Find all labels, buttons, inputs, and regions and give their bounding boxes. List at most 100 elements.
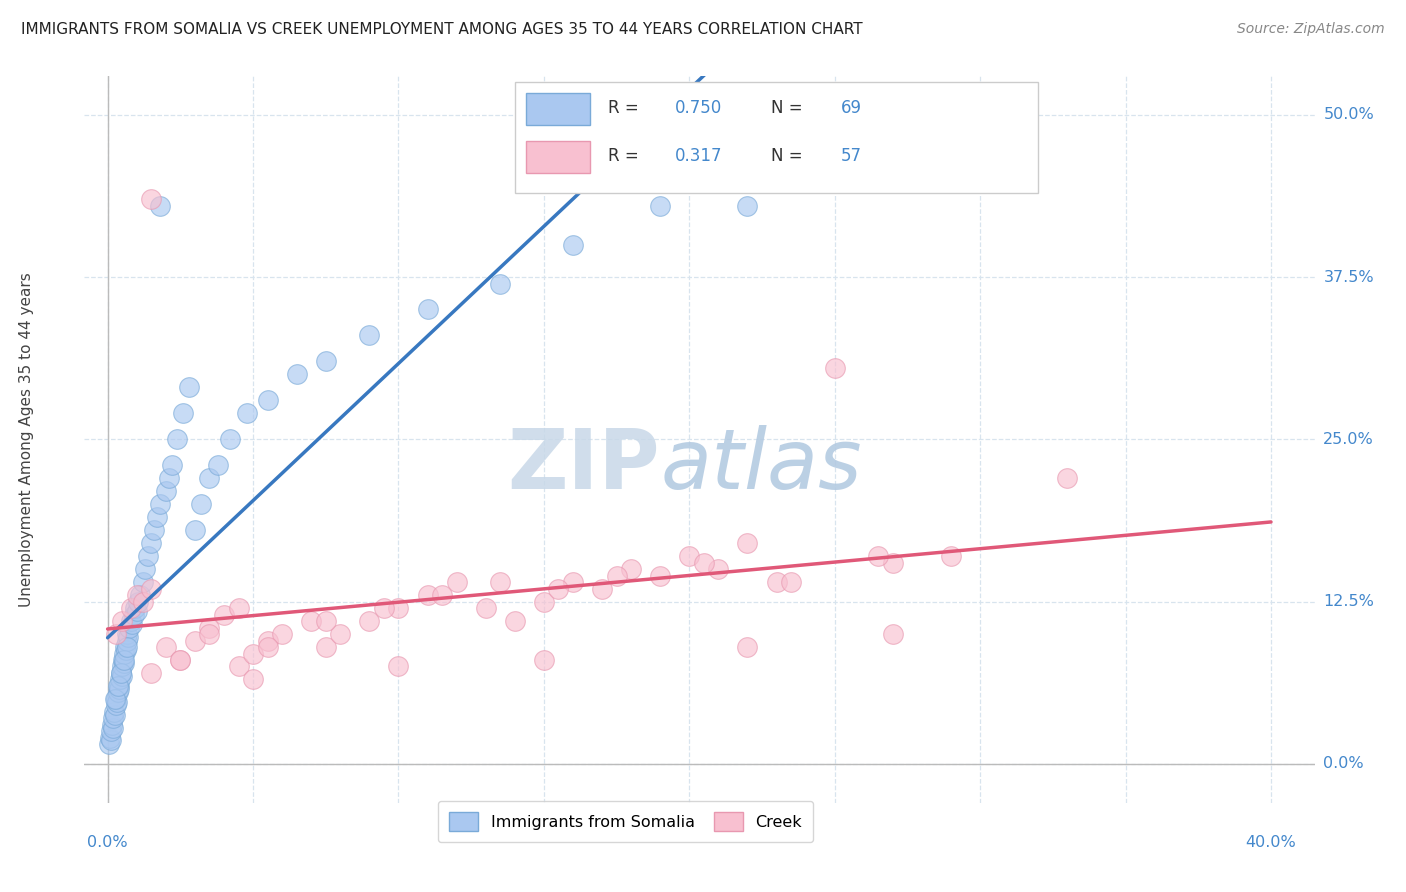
Text: Unemployment Among Ages 35 to 44 years: Unemployment Among Ages 35 to 44 years (18, 272, 34, 607)
Point (474, 601, 496, 615)
Point (149, 199, 172, 213)
Text: 0.317: 0.317 (675, 147, 723, 165)
Text: Source: ZipAtlas.com: Source: ZipAtlas.com (1237, 22, 1385, 37)
Point (112, 656, 135, 670)
Point (110, 665, 132, 680)
Point (115, 640, 138, 654)
Point (562, 237, 585, 252)
Text: ZIP: ZIP (508, 425, 661, 506)
Point (111, 614, 134, 628)
Text: 0.0%: 0.0% (1323, 756, 1364, 772)
Bar (526, 141, 591, 173)
Point (98, 738, 121, 752)
Point (315, 354, 337, 368)
Point (693, 556, 716, 570)
Point (105, 627, 128, 641)
Point (110, 668, 132, 682)
Point (155, 484, 177, 499)
Text: 57: 57 (841, 147, 862, 165)
Text: 50.0%: 50.0% (1323, 107, 1374, 122)
Point (128, 588, 150, 602)
Point (650, 199, 672, 213)
Point (160, 458, 183, 473)
Point (122, 607, 145, 622)
Point (271, 627, 294, 641)
Point (329, 627, 352, 641)
Point (359, 614, 381, 628)
Text: N =: N = (770, 99, 807, 117)
Point (780, 575, 803, 590)
Point (104, 692, 127, 706)
Point (141, 665, 163, 680)
Point (146, 510, 169, 524)
Point (547, 582, 569, 596)
Point (256, 640, 278, 654)
Point (125, 588, 148, 602)
Point (236, 406, 259, 420)
Point (198, 621, 221, 635)
Point (939, 549, 962, 563)
Point (591, 582, 613, 596)
Point (172, 406, 194, 420)
Point (387, 601, 409, 615)
Point (430, 588, 453, 602)
Point (882, 627, 904, 641)
Point (218, 433, 240, 447)
Point (117, 627, 139, 641)
Text: R =: R = (607, 99, 644, 117)
Text: 0.0%: 0.0% (87, 835, 128, 850)
Point (299, 614, 322, 628)
Point (121, 616, 143, 631)
Text: 25.0%: 25.0% (1323, 432, 1374, 447)
Bar (515, 82, 1038, 193)
Point (100, 733, 122, 747)
Point (737, 536, 759, 550)
Point (114, 642, 136, 657)
Point (141, 192, 163, 206)
Point (114, 640, 136, 654)
Point (101, 718, 124, 732)
Text: atlas: atlas (661, 425, 862, 506)
Point (256, 633, 278, 648)
Point (359, 328, 381, 343)
Point (141, 582, 163, 596)
Point (108, 673, 131, 687)
Point (315, 614, 337, 628)
Point (446, 575, 468, 590)
Point (387, 659, 409, 673)
Text: 12.5%: 12.5% (1323, 594, 1374, 609)
Point (149, 497, 172, 511)
Point (111, 653, 134, 667)
Point (143, 523, 166, 537)
Point (416, 302, 439, 317)
Point (107, 685, 129, 699)
Point (207, 458, 229, 473)
Point (285, 368, 308, 382)
Point (110, 665, 132, 680)
Point (141, 536, 163, 550)
Point (256, 393, 278, 408)
Point (489, 575, 512, 590)
Text: N =: N = (770, 147, 807, 165)
Point (117, 630, 139, 644)
Point (868, 549, 890, 563)
Point (157, 471, 180, 485)
Point (134, 562, 156, 576)
Point (127, 594, 149, 608)
Point (212, 607, 235, 622)
Point (124, 601, 146, 615)
Point (606, 568, 628, 582)
Point (228, 659, 250, 673)
Point (489, 277, 512, 291)
Point (115, 633, 138, 648)
Point (416, 588, 439, 602)
Point (107, 679, 129, 693)
Point (125, 604, 148, 618)
Text: 69: 69 (841, 99, 862, 117)
Point (107, 679, 129, 693)
Point (103, 705, 125, 719)
Point (562, 575, 585, 590)
Point (169, 653, 191, 667)
Point (198, 471, 221, 485)
Point (198, 627, 221, 641)
